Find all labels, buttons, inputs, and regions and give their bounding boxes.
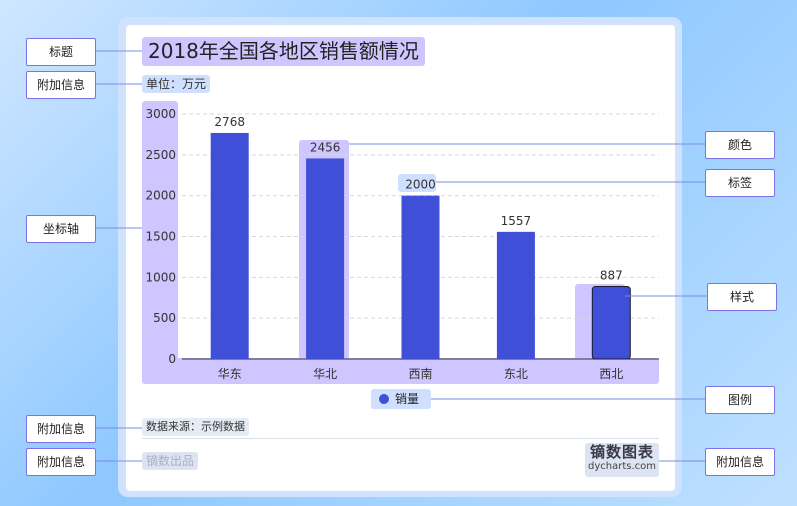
callout-color: 颜色 xyxy=(705,131,775,159)
y-tick-label: 3000 xyxy=(145,107,176,121)
callout-label: 标签 xyxy=(705,169,775,197)
callout-extra-info-4: 附加信息 xyxy=(705,448,775,476)
y-tick-label: 1000 xyxy=(145,270,176,284)
source-label: 数据来源：示例数据 xyxy=(142,418,249,436)
callout-axis: 坐标轴 xyxy=(26,215,96,243)
callout-style: 样式 xyxy=(707,283,777,311)
legend-label: 销量 xyxy=(395,392,420,406)
axis-highlight xyxy=(142,101,178,384)
y-tick-label: 2000 xyxy=(145,189,176,203)
legend[interactable]: 销量 xyxy=(371,389,431,409)
x-tick-label: 西北 xyxy=(599,367,623,381)
x-tick-label: 华北 xyxy=(313,367,337,381)
bar-西北 xyxy=(591,286,631,360)
bar-华东 xyxy=(210,132,249,359)
x-tick-label: 华东 xyxy=(218,367,242,381)
callout-extra-info-2: 附加信息 xyxy=(26,415,96,443)
callout-legend: 图例 xyxy=(705,386,775,414)
dycharts-logo: 镝数图表 dycharts.com xyxy=(585,443,659,477)
bar-华北 xyxy=(306,158,345,359)
legend-swatch xyxy=(379,394,389,404)
data-label: 2456 xyxy=(310,140,341,154)
callout-extra-info-3: 附加信息 xyxy=(26,448,96,476)
y-tick-label: 2500 xyxy=(145,148,176,162)
x-tick-label: 西南 xyxy=(408,366,432,381)
chart-title: 2018年全国各地区销售额情况 xyxy=(142,37,425,66)
callout-extra-info-1: 附加信息 xyxy=(26,71,96,99)
footer-divider xyxy=(142,438,659,439)
bar-东北 xyxy=(496,231,535,359)
unit-label: 单位：万元 xyxy=(142,75,211,93)
logo-line2: dycharts.com xyxy=(587,461,656,472)
label-highlight xyxy=(398,174,436,192)
bar-西南 xyxy=(401,195,440,359)
data-label: 1557 xyxy=(501,214,532,228)
data-label: 887 xyxy=(600,269,623,283)
data-label: 2768 xyxy=(214,115,245,129)
xaxis-highlight xyxy=(142,358,659,384)
y-tick-label: 500 xyxy=(153,311,176,325)
x-tick-label: 东北 xyxy=(504,367,528,381)
y-tick-label: 0 xyxy=(168,352,176,366)
y-tick-label: 1500 xyxy=(145,230,176,244)
brand-text: 镝数出品 xyxy=(142,452,199,470)
data-label: 2000 xyxy=(405,178,436,192)
callout-title: 标题 xyxy=(26,38,96,66)
logo-line1: 镝数图表 xyxy=(589,443,654,461)
